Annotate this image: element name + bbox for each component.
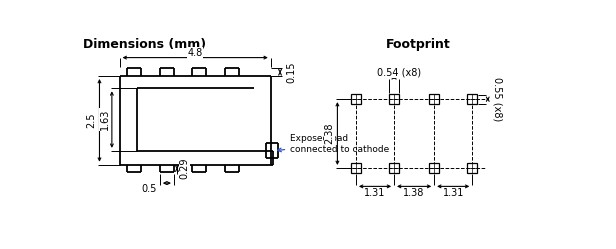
Text: 0.5: 0.5 (142, 184, 156, 194)
Bar (389, 163, 399, 173)
Text: 1.31: 1.31 (364, 187, 386, 197)
Bar (429, 94, 439, 104)
Bar (389, 94, 399, 104)
Text: 0.29: 0.29 (180, 158, 190, 179)
Text: 0.54 (x8): 0.54 (x8) (377, 67, 421, 77)
Text: Exposed pad
connected to cathode: Exposed pad connected to cathode (278, 134, 389, 154)
Text: 2.5: 2.5 (87, 113, 97, 128)
Text: 1.38: 1.38 (403, 187, 425, 197)
Bar (467, 94, 477, 104)
Text: Footprint: Footprint (386, 38, 450, 51)
Text: Dimensions (mm): Dimensions (mm) (83, 38, 206, 51)
Text: 0.15: 0.15 (286, 62, 296, 83)
Text: 0.55 (x8): 0.55 (x8) (492, 77, 503, 121)
Bar (429, 163, 439, 173)
Bar (351, 94, 361, 104)
Text: 1.63: 1.63 (100, 109, 110, 130)
Bar (467, 163, 477, 173)
Text: 1.31: 1.31 (442, 187, 464, 197)
Bar (351, 163, 361, 173)
Text: 2.38: 2.38 (325, 123, 334, 144)
Text: 4.8: 4.8 (187, 48, 203, 58)
